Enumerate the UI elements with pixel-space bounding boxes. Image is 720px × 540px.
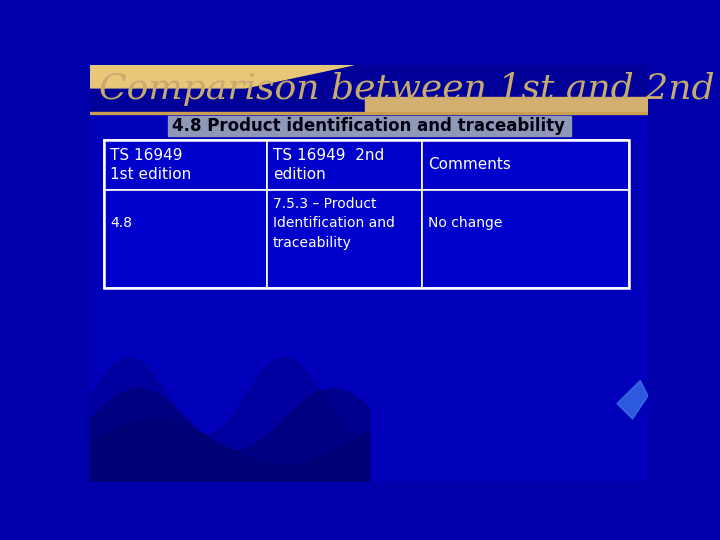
Bar [90, 65, 648, 112]
Bar [168, 116, 570, 136]
Bar [104, 140, 266, 190]
Bar [422, 190, 629, 288]
Text: 4.8 Product identification and traceability: 4.8 Product identification and traceabil… [173, 117, 565, 134]
Polygon shape [617, 381, 648, 419]
Bar [90, 65, 648, 111]
Text: 7.5.3 – Product
Identification and
traceability: 7.5.3 – Product Identification and trace… [273, 197, 395, 250]
Text: TS 16949
1st edition: TS 16949 1st edition [110, 147, 192, 183]
Polygon shape [90, 65, 354, 88]
Text: No change: No change [428, 217, 503, 231]
Bar [365, 97, 648, 111]
Text: Comparison between 1st and 2nd edition: Comparison between 1st and 2nd edition [99, 72, 720, 106]
Bar [266, 140, 422, 190]
Bar [90, 112, 648, 114]
Polygon shape [90, 65, 354, 88]
Bar [422, 140, 629, 190]
Text: 4.8: 4.8 [110, 217, 132, 231]
Bar [266, 190, 422, 288]
Text: Comments: Comments [428, 157, 510, 172]
Bar [104, 140, 629, 288]
Bar [104, 190, 266, 288]
Text: TS 16949  2nd
edition: TS 16949 2nd edition [273, 147, 384, 183]
